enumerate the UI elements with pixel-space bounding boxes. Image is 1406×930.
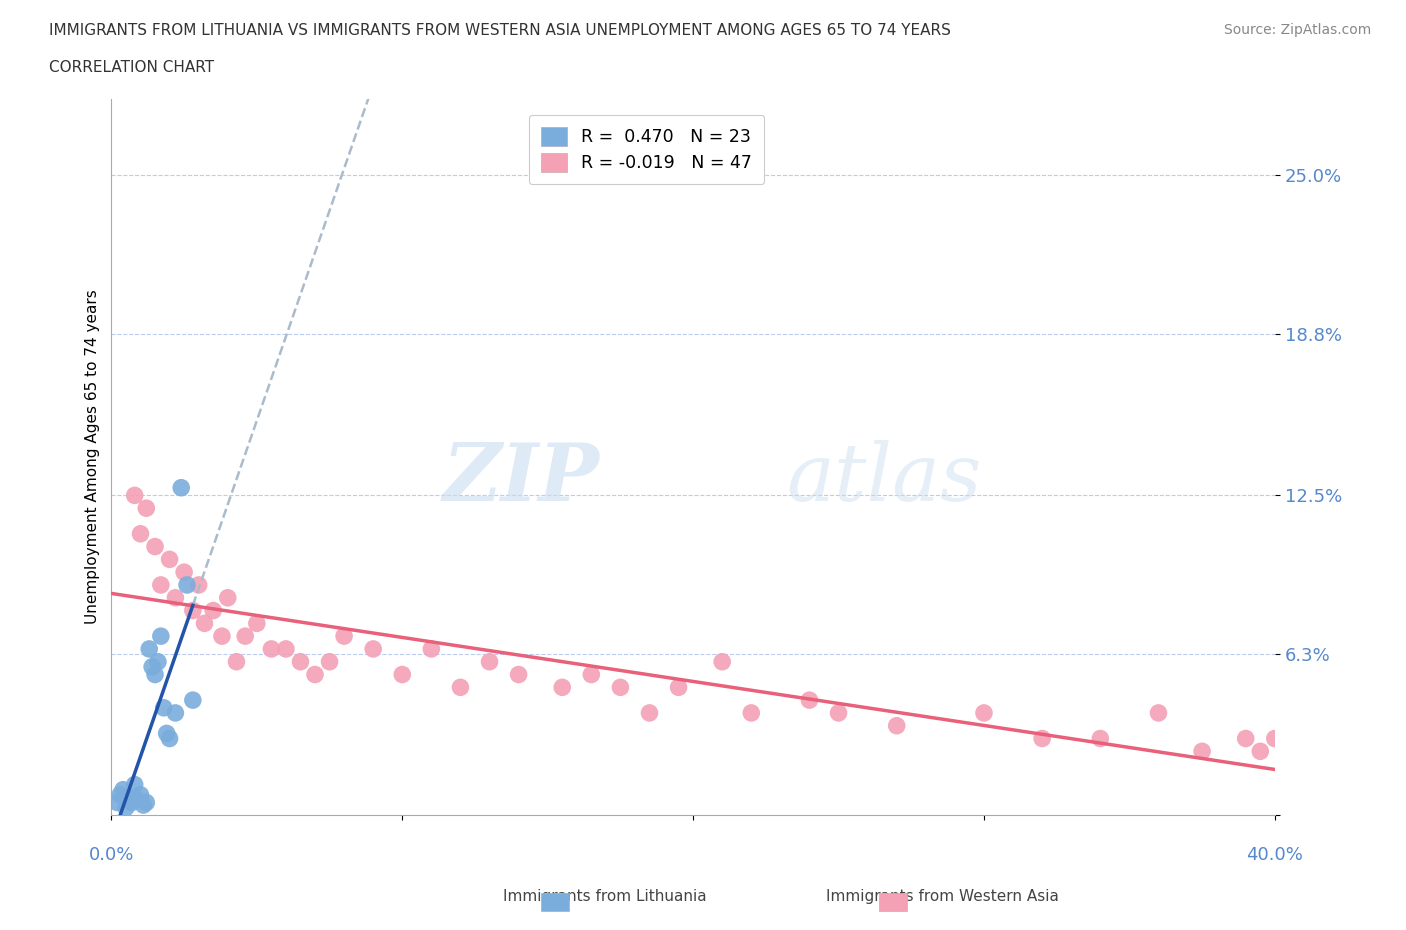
Text: IMMIGRANTS FROM LITHUANIA VS IMMIGRANTS FROM WESTERN ASIA UNEMPLOYMENT AMONG AGE: IMMIGRANTS FROM LITHUANIA VS IMMIGRANTS … bbox=[49, 23, 950, 38]
Point bbox=[149, 578, 172, 592]
Text: Immigrants from Lithuania: Immigrants from Lithuania bbox=[503, 889, 706, 904]
Point bbox=[638, 706, 661, 721]
Point bbox=[124, 488, 146, 503]
Text: Immigrants from Western Asia: Immigrants from Western Asia bbox=[825, 889, 1059, 904]
Point bbox=[233, 629, 256, 644]
Point bbox=[143, 539, 166, 554]
Point bbox=[105, 795, 128, 810]
Point bbox=[1234, 731, 1257, 746]
Point bbox=[108, 788, 131, 803]
Point bbox=[886, 718, 908, 733]
Point bbox=[478, 655, 501, 670]
Point bbox=[1264, 731, 1286, 746]
Point bbox=[121, 795, 143, 810]
Point bbox=[1031, 731, 1053, 746]
Point bbox=[274, 642, 297, 657]
Point bbox=[361, 642, 384, 657]
Point bbox=[508, 667, 530, 682]
Point bbox=[609, 680, 631, 695]
Point bbox=[118, 790, 141, 804]
Text: atlas: atlas bbox=[786, 440, 981, 517]
Point bbox=[193, 616, 215, 631]
Point bbox=[127, 792, 149, 807]
Point bbox=[318, 655, 340, 670]
Point bbox=[290, 655, 312, 670]
Y-axis label: Unemployment Among Ages 65 to 74 years: Unemployment Among Ages 65 to 74 years bbox=[86, 289, 100, 624]
Point bbox=[112, 782, 135, 797]
Point bbox=[138, 642, 160, 657]
Text: 0.0%: 0.0% bbox=[89, 846, 134, 864]
Point bbox=[973, 706, 995, 721]
Point bbox=[135, 500, 157, 515]
Point bbox=[159, 551, 181, 566]
Point bbox=[420, 642, 443, 657]
Point bbox=[581, 667, 603, 682]
Point bbox=[146, 655, 169, 670]
Point bbox=[149, 629, 172, 644]
Point bbox=[156, 726, 179, 741]
Point bbox=[1249, 744, 1271, 759]
Point bbox=[132, 798, 155, 813]
Point bbox=[129, 526, 152, 541]
Text: ZIP: ZIP bbox=[443, 440, 600, 517]
Text: Source: ZipAtlas.com: Source: ZipAtlas.com bbox=[1223, 23, 1371, 37]
Point bbox=[449, 680, 471, 695]
Point bbox=[143, 667, 166, 682]
Point bbox=[135, 795, 157, 810]
Legend: R =  0.470   N = 23, R = -0.019   N = 47: R = 0.470 N = 23, R = -0.019 N = 47 bbox=[529, 114, 763, 184]
Point bbox=[152, 700, 174, 715]
Text: CORRELATION CHART: CORRELATION CHART bbox=[49, 60, 214, 75]
Point bbox=[668, 680, 690, 695]
Point bbox=[551, 680, 574, 695]
Point bbox=[181, 604, 204, 618]
Point bbox=[740, 706, 762, 721]
Point bbox=[827, 706, 849, 721]
Point bbox=[333, 629, 356, 644]
Point bbox=[211, 629, 233, 644]
Point bbox=[115, 800, 138, 815]
Point bbox=[1090, 731, 1112, 746]
Point bbox=[176, 578, 198, 592]
Point bbox=[217, 591, 239, 605]
Text: 40.0%: 40.0% bbox=[1246, 846, 1303, 864]
Point bbox=[159, 731, 181, 746]
Point bbox=[187, 578, 209, 592]
Point bbox=[799, 693, 821, 708]
Point bbox=[225, 655, 247, 670]
Point bbox=[165, 591, 187, 605]
Point bbox=[129, 788, 152, 803]
Point bbox=[181, 693, 204, 708]
Point bbox=[304, 667, 326, 682]
Point bbox=[202, 604, 225, 618]
Point bbox=[1147, 706, 1170, 721]
Point bbox=[165, 706, 187, 721]
Point bbox=[1191, 744, 1213, 759]
Point bbox=[170, 480, 193, 495]
Point bbox=[260, 642, 283, 657]
Point bbox=[124, 777, 146, 792]
Point bbox=[246, 616, 269, 631]
Point bbox=[173, 565, 195, 579]
Point bbox=[711, 655, 734, 670]
Point bbox=[141, 659, 163, 674]
Point bbox=[391, 667, 413, 682]
